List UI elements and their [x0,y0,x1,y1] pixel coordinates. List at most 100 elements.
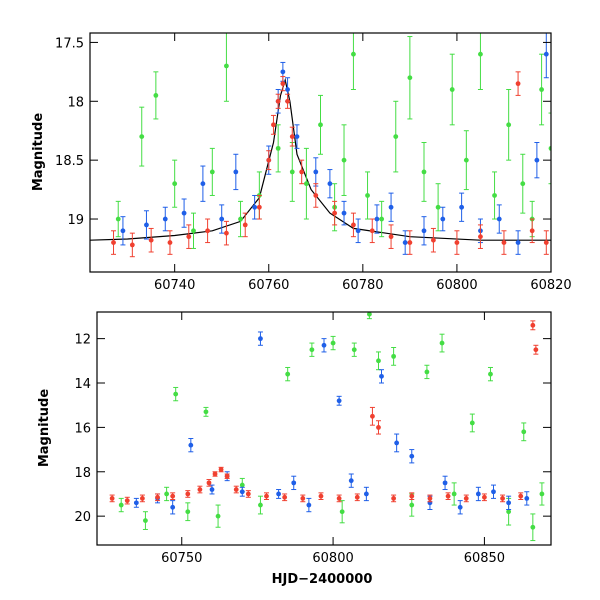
bottom-blue-point [170,500,176,515]
top-green-point [379,200,385,238]
top-x-tick-label: 60820 [530,278,571,293]
top-green-point [172,159,178,208]
bottom-red-point [206,479,212,487]
top-green-point [303,147,309,220]
bottom-blue-point [490,484,496,499]
top-green-point [153,71,159,120]
top-x-tick-label: 60740 [154,278,195,293]
bottom-red-point [197,485,203,494]
bottom-red-point [212,471,218,477]
top-red-point [454,230,460,255]
bottom-green-point [439,333,445,353]
top-y-tick-label: 19 [67,213,84,228]
top-blue-point [459,192,465,222]
top-red-point [501,230,507,255]
bottom-red-point [139,494,145,503]
bottom-red-point [336,494,342,503]
bottom-red-point [245,490,251,498]
bottom-green-point [391,347,397,366]
bottom-blue-point [209,484,215,495]
bottom-green-point [215,504,221,528]
bottom-blue-point [457,500,463,515]
top-red-point [275,93,281,109]
bottom-green-point [285,366,291,382]
top-blue-point [219,204,225,234]
bottom-x-axis-title: HJD−2400000 [272,572,373,587]
bottom-blue-point [442,475,448,491]
top-green-point [520,153,526,214]
top-blue-point [543,33,549,79]
top-red-point [270,114,276,135]
bottom-green-point [309,342,315,357]
bottom-green-point [164,486,170,502]
bottom-red-point [533,344,539,355]
top-green-point [341,124,347,196]
top-blue-point [402,230,408,255]
bottom-series-red [109,320,539,505]
top-red-point [369,218,375,244]
top-green-point [435,183,441,232]
bottom-red-point [155,493,161,502]
bottom-red-point [391,494,397,503]
top-blue-point [313,157,319,187]
top-red-point [167,230,173,255]
top-red-point [430,227,436,253]
top-y-axis-title: Magnitude [31,113,46,192]
bottom-green-point [185,502,191,522]
top-green-point [449,53,455,126]
bottom-blue-point [257,331,263,346]
bottom-green-point [375,351,381,371]
top-green-point [463,130,469,191]
bottom-red-point [481,493,487,502]
top-red-point [350,212,356,238]
top-blue-point [143,210,149,240]
bottom-green-point [339,500,345,524]
top-red-point [280,76,286,92]
top-blue-point [440,206,446,232]
top-red-point [129,232,135,258]
top-plot-area [90,33,551,258]
bottom-red-point [218,466,224,473]
bottom-y-axis-title: Magnitude [37,389,52,468]
bottom-blue-point [321,338,327,353]
bottom-red-point [354,493,360,502]
top-green-point [492,171,498,220]
bottom-red-point [500,494,506,503]
top-red-point [285,93,291,109]
bottom-blue-point [276,489,282,499]
top-x-tick-label: 60760 [248,278,289,293]
top-red-point [111,230,117,255]
bottom-plot-area [109,312,545,542]
bottom-red-point [375,420,381,435]
top-blue-point [252,194,258,220]
bottom-blue-point [306,497,312,513]
top-green-point [223,33,229,102]
top-red-point [256,194,262,220]
bottom-red-point [518,492,524,501]
top-green-point [477,33,483,91]
bottom-green-point [203,406,209,417]
bottom-y-tick-label: 12 [74,333,91,348]
top-red-point [477,224,483,249]
bottom-blue-point [336,395,342,406]
top-green-point [289,141,295,202]
bottom-blue-point [348,473,354,488]
bottom-green-point [451,482,457,506]
bottom-red-point [463,494,469,503]
top-blue-point [120,216,126,246]
bottom-blue-point [475,486,481,502]
top-red-point [407,230,413,255]
bottom-red-point [233,485,239,494]
bottom-green-point [530,513,536,542]
top-blue-point [515,230,521,255]
bottom-green-point [539,482,545,506]
top-green-point [318,94,323,155]
top-red-point [205,218,211,244]
top-blue-point [162,206,168,232]
bottom-green-point [366,312,372,320]
bottom-y-tick-label: 20 [74,510,91,525]
bottom-x-tick-label: 60800 [312,551,353,566]
top-y-tick-label: 18 [67,95,84,110]
bottom-green-point [424,364,430,380]
